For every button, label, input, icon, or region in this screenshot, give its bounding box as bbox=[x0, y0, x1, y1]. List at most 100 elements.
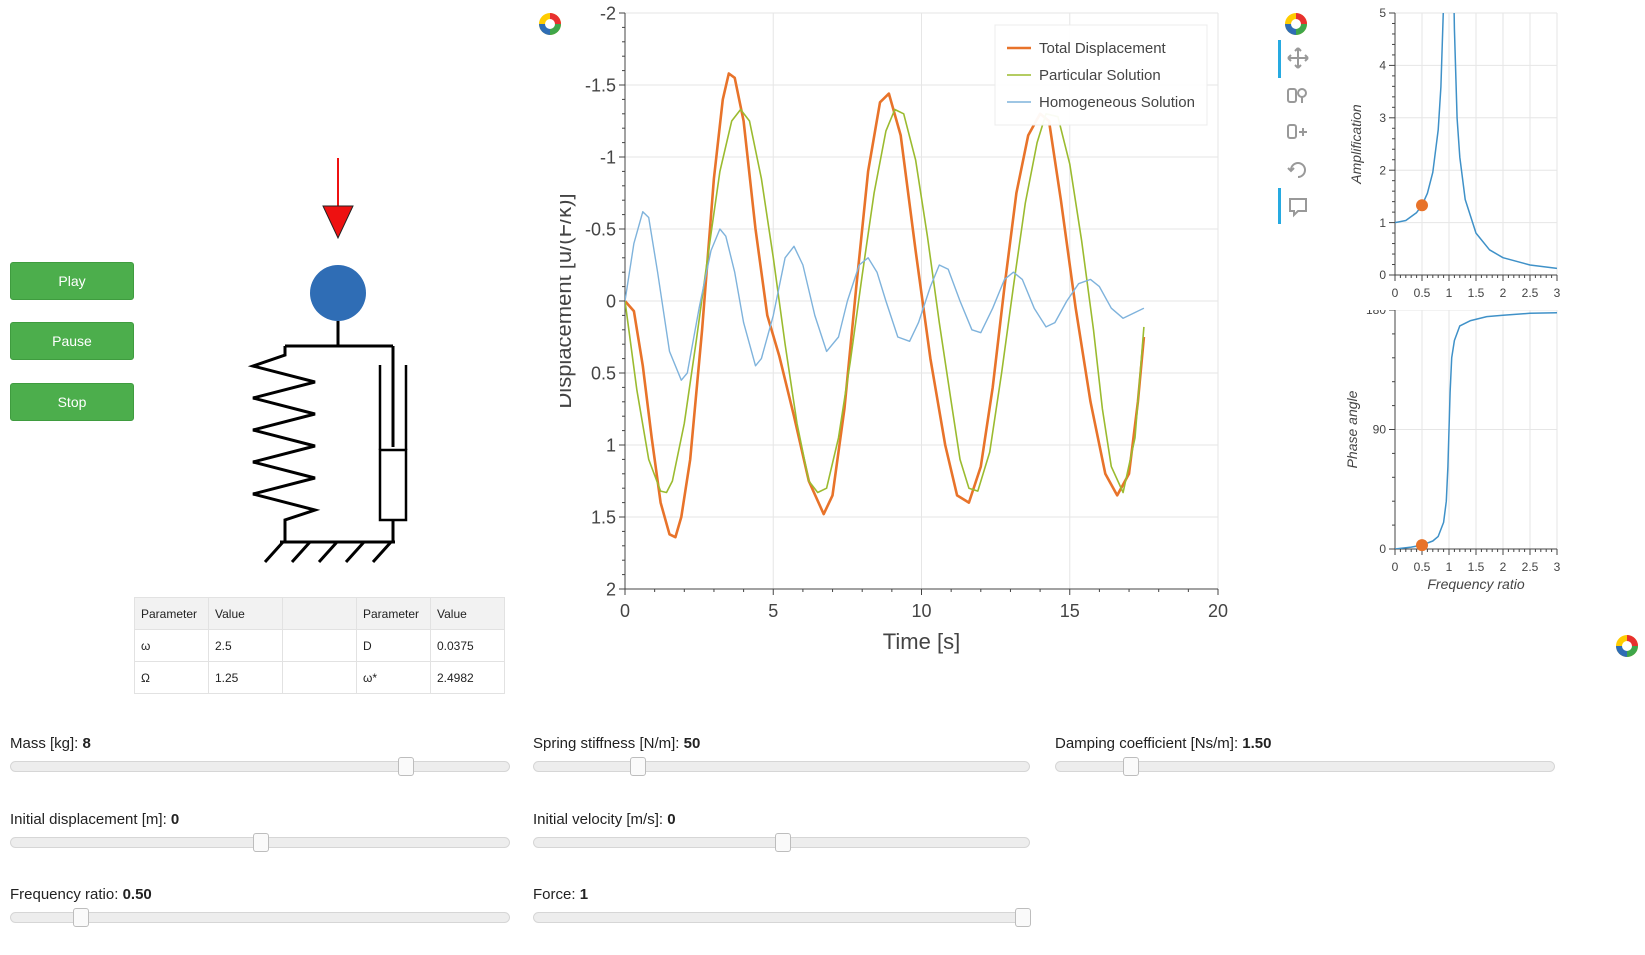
play-button[interactable]: Play bbox=[10, 262, 134, 300]
legend-label: Particular Solution bbox=[1039, 67, 1161, 84]
slider-label-text: Force: bbox=[533, 886, 580, 903]
slider-track[interactable] bbox=[533, 833, 1030, 852]
slider-value: 0 bbox=[667, 811, 676, 828]
x-tick-label: 0 bbox=[1392, 286, 1399, 300]
y-tick-label: 1 bbox=[606, 435, 616, 455]
phase-angle-chart[interactable]: 0 0.5 1 1.5 2 2.5 3 0 90 180 Frequency ratio Phase … bbox=[1325, 310, 1645, 630]
legend-label: Homogeneous Solution bbox=[1039, 94, 1195, 111]
x-tick-label: 0 bbox=[1392, 560, 1399, 574]
series-line bbox=[625, 211, 1145, 381]
x-tick-label: 2.5 bbox=[1522, 560, 1539, 574]
amplification-chart[interactable]: 0 0.5 1 1.5 2 2.5 3 0 1 2 3 4 5 Amplification bbox=[1325, 0, 1645, 320]
y-axis-label: Phase angle bbox=[1344, 390, 1360, 468]
table-header bbox=[282, 597, 357, 630]
table-cell: 0.0375 bbox=[430, 629, 505, 662]
slider-label: Force: 1 bbox=[533, 886, 588, 903]
slider-handle[interactable] bbox=[398, 757, 414, 776]
x-tick-label: 5 bbox=[768, 601, 778, 621]
x-tick-label: 10 bbox=[911, 601, 931, 621]
pan-icon[interactable] bbox=[1286, 46, 1310, 70]
y-axis-label: Amplification bbox=[1348, 104, 1364, 185]
table-header: Value bbox=[430, 597, 505, 630]
x-tick-label: 0.5 bbox=[1414, 560, 1431, 574]
active-tool-indicator bbox=[1278, 40, 1281, 78]
y-tick-label: 0.5 bbox=[591, 363, 616, 383]
series-line bbox=[1395, 311, 1557, 549]
x-tick-label: 1.5 bbox=[1468, 286, 1485, 300]
bokeh-logo-icon[interactable] bbox=[1614, 633, 1640, 659]
slider-value: 1.50 bbox=[1242, 735, 1272, 752]
series-line bbox=[1395, 13, 1557, 270]
slider-track[interactable] bbox=[10, 833, 510, 852]
y-tick-label: 2 bbox=[606, 579, 616, 599]
x-tick-label: 1.5 bbox=[1468, 560, 1485, 574]
slider-label-text: Initial velocity [m/s]: bbox=[533, 811, 668, 828]
slider-label-text: Initial displacement [m]: bbox=[10, 811, 171, 828]
y-tick-label: 0 bbox=[1379, 542, 1386, 556]
x-tick-label: 3 bbox=[1554, 286, 1561, 300]
x-axis-label: Frequency ratio bbox=[1427, 576, 1524, 592]
spring-mass-damper-diagram bbox=[247, 158, 408, 564]
x-tick-label: 0.5 bbox=[1414, 286, 1431, 300]
x-tick-label: 2 bbox=[1500, 286, 1507, 300]
pause-button[interactable]: Pause bbox=[10, 322, 134, 360]
slider-handle[interactable] bbox=[253, 833, 269, 852]
table-cell: D bbox=[356, 629, 431, 662]
slider-handle[interactable] bbox=[774, 833, 791, 852]
slider-handle[interactable] bbox=[73, 908, 89, 927]
y-tick-label: 3 bbox=[1379, 111, 1386, 125]
active-tool-indicator bbox=[1278, 188, 1281, 224]
displacement-chart[interactable]: 0 5 10 15 20 -2 -1.5 -1 -0.5 0 0.5 1 1.5 2 Time [s] Dis… bbox=[560, 0, 1320, 700]
slider-track[interactable] bbox=[533, 757, 1030, 776]
slider-handle[interactable] bbox=[630, 757, 647, 776]
y-tick-label: 5 bbox=[1379, 6, 1386, 20]
reset-icon[interactable] bbox=[1286, 158, 1310, 182]
slider-value: 50 bbox=[683, 735, 701, 752]
slider-label-text: Spring stiffness [N/m]: bbox=[533, 735, 684, 752]
series-line bbox=[625, 72, 1146, 539]
slider-value: 0 bbox=[170, 811, 180, 828]
slider-label: Spring stiffness [N/m]: 50 bbox=[533, 735, 700, 752]
slider-track[interactable] bbox=[10, 757, 510, 776]
bokeh-logo-icon[interactable] bbox=[537, 11, 563, 37]
slider-handle[interactable] bbox=[1123, 757, 1139, 776]
y-tick-label: -2 bbox=[600, 3, 616, 23]
slider-track[interactable] bbox=[1055, 757, 1555, 776]
box-zoom-icon[interactable] bbox=[1286, 84, 1310, 108]
table-cell: ω bbox=[134, 629, 209, 662]
slider-value: 1 bbox=[579, 886, 589, 903]
slider-track[interactable] bbox=[533, 908, 1031, 927]
data-point bbox=[1416, 199, 1428, 212]
y-tick-label: 4 bbox=[1379, 59, 1386, 73]
y-tick-label: -1.5 bbox=[585, 75, 616, 95]
table-header-row: Parameter Value Parameter Value bbox=[134, 597, 505, 630]
table-cell bbox=[282, 661, 357, 694]
y-tick-label: 1 bbox=[1379, 216, 1386, 230]
bokeh-logo-icon[interactable] bbox=[1283, 11, 1309, 37]
x-tick-label: 2 bbox=[1500, 560, 1507, 574]
stop-button[interactable]: Stop bbox=[10, 383, 134, 421]
table-header: Parameter bbox=[356, 597, 431, 630]
table-cell: ω* bbox=[356, 661, 431, 694]
slider-label: Mass [kg]: 8 bbox=[10, 735, 91, 752]
slider-label-text: Frequency ratio: bbox=[10, 886, 123, 903]
y-tick-label: 180 bbox=[1366, 310, 1386, 317]
slider-label: Initial displacement [m]: 0 bbox=[10, 811, 179, 828]
table-row: Ω 1.25 ω* 2.4982 bbox=[134, 661, 505, 694]
y-tick-label: 2 bbox=[1379, 163, 1386, 177]
slider-label-text: Mass [kg]: bbox=[10, 735, 83, 752]
slider-label: Initial velocity [m/s]: 0 bbox=[533, 811, 676, 828]
mass-icon bbox=[310, 265, 366, 321]
table-cell: Ω bbox=[134, 661, 209, 694]
x-tick-label: 15 bbox=[1060, 601, 1080, 621]
slider-label: Frequency ratio: 0.50 bbox=[10, 886, 152, 903]
slider-track[interactable] bbox=[10, 908, 510, 927]
y-tick-label: 90 bbox=[1373, 423, 1387, 437]
x-tick-label: 2.5 bbox=[1522, 286, 1539, 300]
slider-handle[interactable] bbox=[1015, 908, 1031, 927]
y-tick-label: 0 bbox=[606, 291, 616, 311]
wheel-zoom-icon[interactable] bbox=[1286, 120, 1310, 144]
slider-label: Damping coefficient [Ns/m]: 1.50 bbox=[1055, 735, 1272, 752]
hover-icon[interactable] bbox=[1286, 195, 1310, 219]
slider-value: 8 bbox=[82, 735, 91, 752]
